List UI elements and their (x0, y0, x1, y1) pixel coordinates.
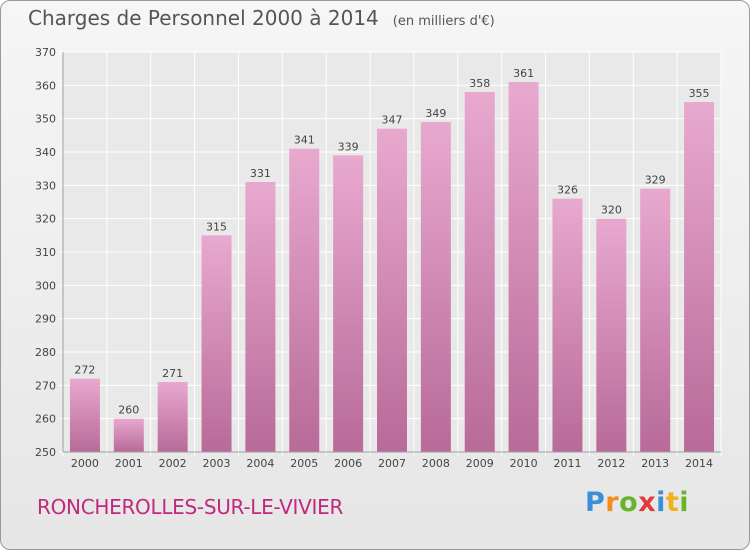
x-tick-label: 2007 (378, 457, 406, 470)
commune-name: RONCHEROLLES-SUR-LE-VIVIER (37, 495, 344, 519)
bar (289, 148, 320, 452)
x-tick-label: 2011 (553, 457, 581, 470)
x-tick-label: 2012 (597, 457, 625, 470)
bar-value-label: 320 (601, 204, 622, 217)
bar-value-label: 315 (206, 220, 227, 233)
bar-value-label: 331 (250, 167, 271, 180)
x-tick-label: 2006 (334, 457, 362, 470)
bar-value-label: 271 (162, 367, 183, 380)
logo-letter: P (585, 487, 606, 518)
bar (640, 188, 671, 452)
bar-value-label: 358 (469, 77, 490, 90)
bar (596, 218, 627, 452)
logo-letter: r (605, 487, 620, 518)
y-tick-label: 280 (35, 346, 56, 359)
x-tick-label: 2000 (71, 457, 99, 470)
bar (245, 182, 276, 452)
logo-letter: o (619, 487, 639, 518)
bar (684, 102, 715, 452)
chart-title: Charges de Personnel 2000 à 2014 (en mill… (28, 6, 495, 30)
x-tick-label: 2001 (115, 457, 143, 470)
x-tick-label: 2014 (685, 457, 713, 470)
x-tick-label: 2010 (510, 457, 538, 470)
bar (157, 382, 188, 452)
bar (508, 82, 539, 452)
bar-value-label: 355 (689, 87, 710, 100)
bar (552, 198, 583, 452)
x-tick-label: 2002 (159, 457, 187, 470)
y-tick-label: 340 (35, 146, 56, 159)
x-tick-label: 2013 (641, 457, 669, 470)
y-tick-label: 300 (35, 279, 56, 292)
chart-subtitle: (en milliers d'€) (392, 14, 495, 29)
bar (69, 378, 100, 452)
bar (464, 92, 495, 452)
bar-value-label: 349 (425, 107, 446, 120)
bar (377, 128, 407, 452)
y-tick-label: 330 (35, 179, 56, 192)
y-tick-label: 260 (35, 413, 56, 426)
bar-value-label: 260 (118, 404, 139, 417)
bar-value-label: 272 (74, 364, 95, 377)
logo-letter: i (679, 487, 690, 518)
x-tick-label: 2005 (290, 457, 318, 470)
logo-letter: x (638, 487, 657, 518)
bar-value-label: 326 (557, 184, 578, 197)
bar-value-label: 361 (513, 67, 534, 80)
y-tick-label: 270 (35, 379, 56, 392)
y-tick-label: 320 (35, 213, 56, 226)
bar-value-label: 341 (294, 134, 315, 147)
x-tick-label: 2004 (246, 457, 274, 470)
y-tick-label: 290 (35, 313, 56, 326)
y-tick-label: 370 (35, 46, 56, 59)
bar (113, 418, 144, 452)
x-tick-label: 2009 (466, 457, 494, 470)
bar (420, 122, 451, 452)
bar-value-label: 339 (338, 140, 359, 153)
logo-letter: i (656, 487, 666, 518)
bar (201, 235, 232, 452)
proxiti-logo: Proxiti (585, 487, 689, 518)
bar-value-label: 329 (645, 174, 666, 187)
bar-value-label: 347 (382, 114, 403, 127)
y-tick-label: 250 (35, 446, 56, 459)
x-tick-label: 2008 (422, 457, 450, 470)
chart-title-text: Charges de Personnel 2000 à 2014 (28, 6, 379, 30)
y-tick-label: 310 (35, 246, 56, 259)
x-tick-label: 2003 (203, 457, 231, 470)
y-tick-label: 360 (35, 79, 56, 92)
bar (333, 155, 364, 453)
logo-letter: t (665, 487, 680, 518)
y-tick-label: 350 (35, 113, 56, 126)
